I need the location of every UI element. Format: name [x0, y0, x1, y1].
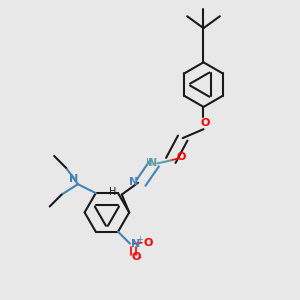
Text: O: O: [143, 238, 153, 248]
Text: N: N: [69, 174, 78, 184]
Text: H: H: [146, 158, 153, 168]
Text: O: O: [131, 252, 141, 262]
Text: O: O: [200, 118, 210, 128]
Text: O: O: [176, 152, 186, 162]
Text: -: -: [137, 252, 141, 262]
Text: N: N: [129, 177, 138, 187]
Text: H: H: [109, 187, 116, 196]
Text: N: N: [148, 158, 158, 168]
Text: N: N: [131, 238, 141, 249]
Text: +: +: [136, 235, 143, 244]
